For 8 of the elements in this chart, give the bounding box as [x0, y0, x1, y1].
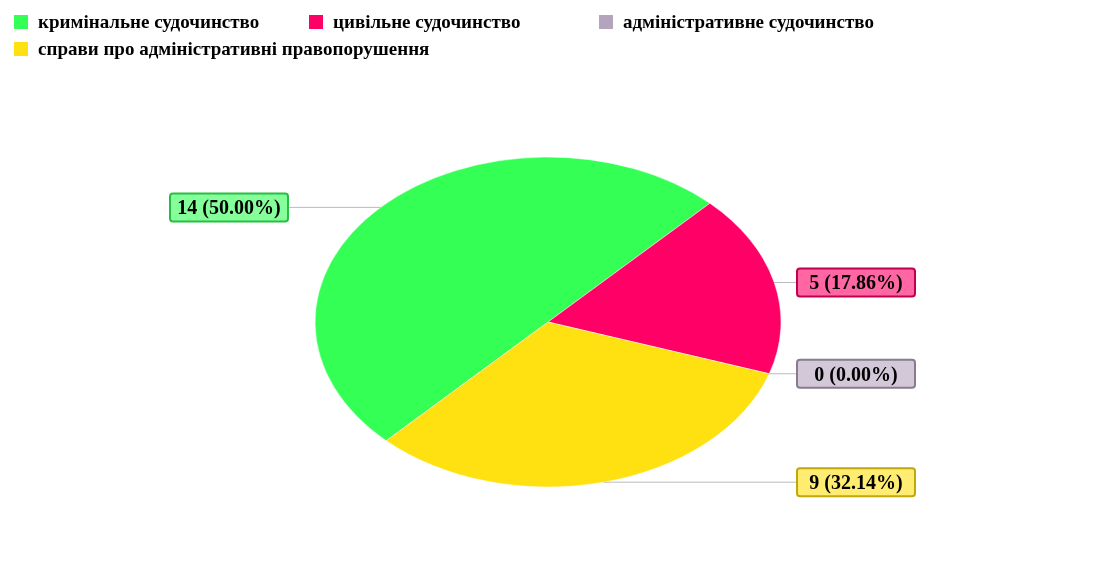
data-label: 14 (50.00%) — [177, 196, 281, 220]
legend-label: справи про адміністративні правопорушення — [38, 38, 430, 59]
text: 0 (0.00%) — [814, 362, 898, 385]
legend-label: адміністративне судочинство — [623, 11, 874, 32]
legend-label: цивільне судочинство — [333, 11, 521, 32]
data-label: 5 (17.86%) — [809, 271, 903, 295]
data-label: 9 (32.14%) — [809, 471, 903, 495]
legend-label: кримінальне судочинство — [38, 11, 260, 32]
